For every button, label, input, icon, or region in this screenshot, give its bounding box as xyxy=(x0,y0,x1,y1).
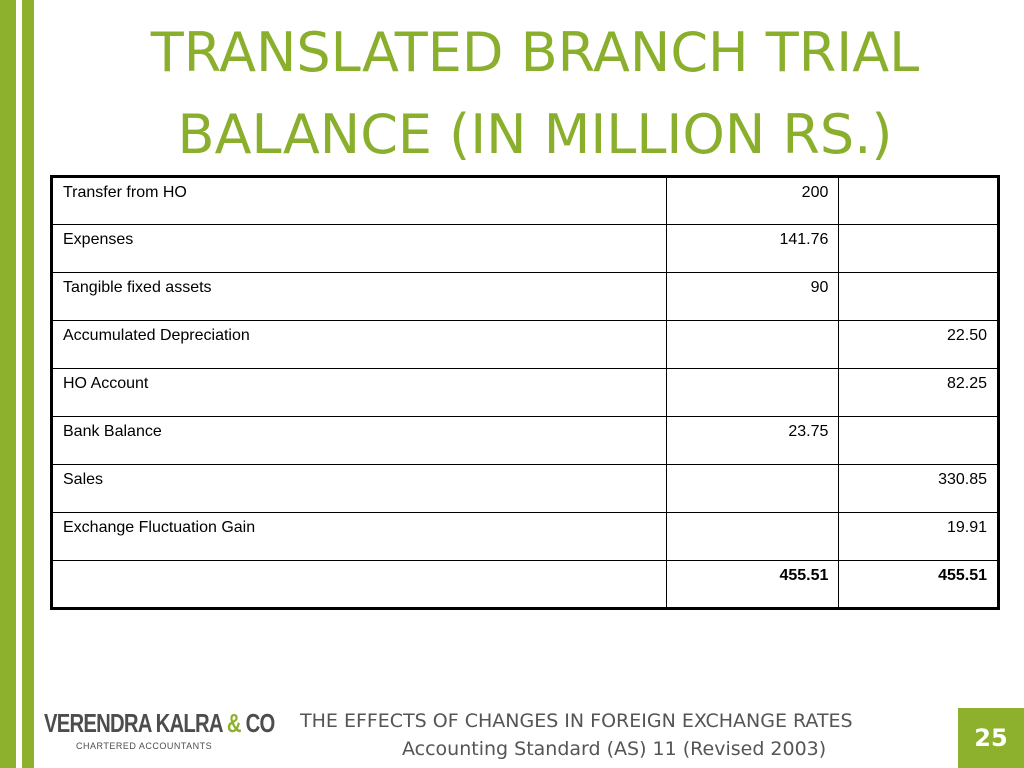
row-label: Tangible fixed assets xyxy=(51,272,667,321)
row-credit xyxy=(838,272,999,321)
slide-title: TRANSLATED BRANCH TRIAL BALANCE (IN MILL… xyxy=(40,12,1024,176)
total-row: 455.51 455.51 xyxy=(51,560,999,609)
row-label: Expenses xyxy=(51,224,667,273)
left-accent-stripe xyxy=(16,0,22,768)
footer-line1: THE EFFECTS OF CHANGES IN FOREIGN EXCHAN… xyxy=(300,710,853,732)
row-debit xyxy=(665,464,840,513)
total-debit: 455.51 xyxy=(665,560,840,609)
row-label: Transfer from HO xyxy=(51,176,667,225)
row-credit xyxy=(838,416,999,465)
table-row: Exchange Fluctuation Gain 19.91 xyxy=(51,512,999,561)
row-debit: 90 xyxy=(665,272,840,321)
logo-name-part1: VERENDRA KALRA xyxy=(44,708,227,738)
table-row: Bank Balance 23.75 xyxy=(51,416,999,465)
row-credit xyxy=(838,224,999,273)
row-debit xyxy=(665,512,840,561)
row-label: Bank Balance xyxy=(51,416,667,465)
slide-footer: THE EFFECTS OF CHANGES IN FOREIGN EXCHAN… xyxy=(300,708,940,764)
total-credit: 455.51 xyxy=(838,560,999,609)
row-credit: 22.50 xyxy=(838,320,999,369)
table-row: Transfer from HO 200 xyxy=(51,176,999,225)
table-row: Sales 330.85 xyxy=(51,464,999,513)
row-label: Sales xyxy=(51,464,667,513)
footer-line2: Accounting Standard (AS) 11 (Revised 200… xyxy=(402,738,827,760)
row-debit: 200 xyxy=(665,176,840,225)
trial-balance-table: Transfer from HO 200 Expenses 141.76 Tan… xyxy=(50,175,1000,610)
table-row: Tangible fixed assets 90 xyxy=(51,272,999,321)
logo-wordmark: VERENDRA KALRA & CO xyxy=(44,708,275,739)
table-row: HO Account 82.25 xyxy=(51,368,999,417)
slide-title-line2: BALANCE (IN MILLION RS.) xyxy=(177,103,893,166)
row-label: Exchange Fluctuation Gain xyxy=(51,512,667,561)
row-debit: 23.75 xyxy=(665,416,840,465)
row-debit xyxy=(665,320,840,369)
company-logo: VERENDRA KALRA & CO CHARTERED ACCOUNTANT… xyxy=(44,708,275,751)
table-row: Accumulated Depreciation 22.50 xyxy=(51,320,999,369)
page-number: 25 xyxy=(974,724,1008,752)
row-credit: 82.25 xyxy=(838,368,999,417)
logo-ampersand: & xyxy=(226,708,242,738)
row-credit xyxy=(838,176,999,225)
table-row: Expenses 141.76 xyxy=(51,224,999,273)
logo-subtitle: CHARTERED ACCOUNTANTS xyxy=(76,741,213,751)
row-label: HO Account xyxy=(51,368,667,417)
row-credit: 19.91 xyxy=(838,512,999,561)
slide-title-line1: TRANSLATED BRANCH TRIAL xyxy=(150,21,920,84)
total-label xyxy=(51,560,667,609)
row-label: Accumulated Depreciation xyxy=(51,320,667,369)
row-debit: 141.76 xyxy=(665,224,840,273)
page-number-badge: 25 xyxy=(958,708,1024,768)
logo-name-part2: CO xyxy=(240,708,276,738)
row-debit xyxy=(665,368,840,417)
row-credit: 330.85 xyxy=(838,464,999,513)
